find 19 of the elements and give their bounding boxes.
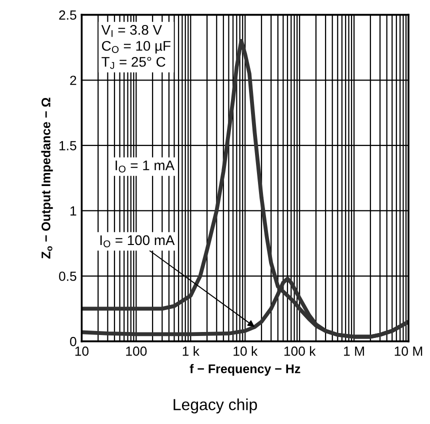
y-tick-label: 2.5 bbox=[59, 10, 76, 20]
text: V$_{I}$ = 3.8 V C$_{O}$ = 10 µF T$_{J}$ = 25° C bbox=[101, 24, 170, 69]
y-axis-title: Z$_{o}$ − Output Impedance − Ω bbox=[41, 98, 53, 259]
x-tick-label: 10 bbox=[75, 346, 89, 356]
y-tick-label: 1 bbox=[70, 206, 76, 216]
text: Legacy chip bbox=[174, 398, 257, 414]
x-tick-label: 100 bbox=[126, 346, 147, 356]
y-tick-label: 0.5 bbox=[59, 272, 76, 281]
y-tick-label: 1.5 bbox=[60, 141, 76, 150]
x-tick-label: 1 k bbox=[182, 346, 200, 356]
y-tick-label: 2 bbox=[70, 76, 76, 85]
annotation: I$_{O}$ = 1 mA bbox=[116, 160, 175, 172]
x-tick-label: 100 k bbox=[284, 346, 316, 356]
x-tick-label: 1 M bbox=[344, 346, 364, 356]
x-axis-title: f − Frequency − Hz bbox=[190, 364, 300, 376]
x-tick-label: 10 k bbox=[234, 346, 258, 356]
x-tick-label: 10 M bbox=[394, 346, 422, 356]
y-tick-label: 0 bbox=[70, 336, 76, 346]
annotation: I$_{O}$ = 100 mA bbox=[100, 235, 175, 248]
